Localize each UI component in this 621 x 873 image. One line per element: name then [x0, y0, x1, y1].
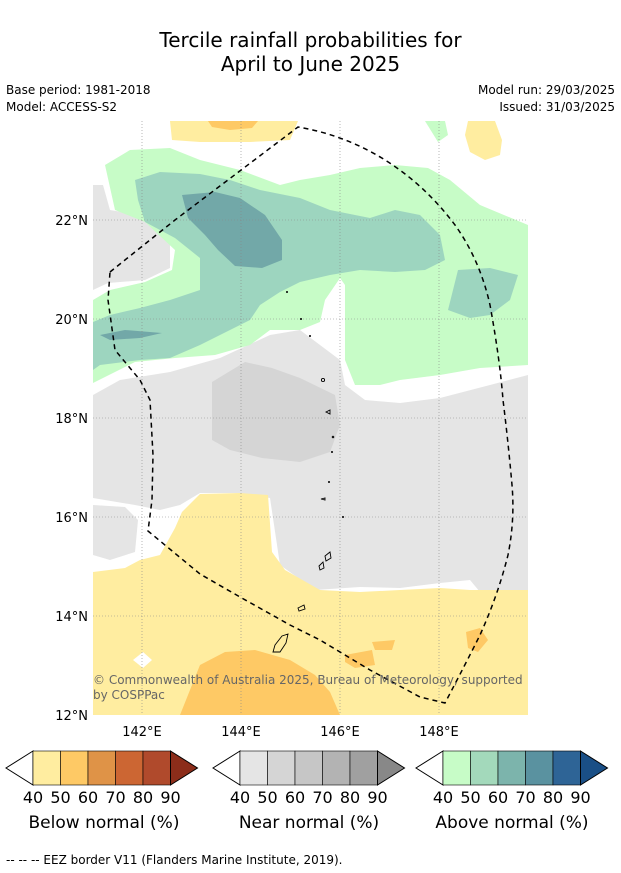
- colorbar-near-tick: 60: [285, 788, 305, 807]
- colorbar-above-tick: 70: [515, 788, 535, 807]
- colorbar-below-segment: [142, 750, 171, 786]
- colorbar-above-segment: [442, 750, 471, 786]
- above-normal-60: [182, 192, 282, 268]
- colorbar-below-segment: [32, 750, 61, 786]
- below-normal-50-east: [345, 650, 375, 668]
- near-normal-left-bar: [93, 505, 138, 560]
- near-normal-region: [93, 330, 528, 592]
- lat-label: 18°N: [55, 412, 88, 427]
- lat-label: 12°N: [55, 709, 88, 724]
- lon-labels: 142°E 144°E 146°E 148°E: [122, 725, 459, 740]
- colorbar-near-tick: 50: [257, 788, 277, 807]
- above-normal-50: [93, 172, 445, 370]
- colorbar-below-tick: 60: [78, 788, 98, 807]
- lat-labels: 22°N 20°N 18°N 16°N 14°N 12°N: [55, 214, 88, 724]
- colorbar-above-tick: 90: [570, 788, 590, 807]
- colorbar-near-tick: 80: [340, 788, 360, 807]
- colorbars: 40 50 60 70 80 90 40 50 60 70 80 90 40 50 60 70 80 90: [5, 750, 609, 807]
- colorbar-near-tick: 90: [367, 788, 387, 807]
- colorbar-below-tick: 80: [133, 788, 153, 807]
- lat-label: 14°N: [55, 610, 88, 625]
- colorbar-near-segment: [294, 750, 323, 786]
- colorbar-below-segment: [87, 750, 116, 786]
- colorbar-below-segment: [60, 750, 89, 786]
- colorbar-above-segment: [552, 750, 581, 786]
- colorbar-near-min-arrow: [212, 750, 241, 786]
- lon-label: 146°E: [320, 725, 360, 740]
- colorbar-below-tick: 50: [50, 788, 70, 807]
- colorbar-above-min-arrow: [415, 750, 444, 786]
- model-name: Model: ACCESS-S2: [6, 100, 118, 114]
- lon-label: 144°E: [221, 725, 261, 740]
- colorbar-near-segment: [322, 750, 351, 786]
- colorbar-below-tick: 90: [160, 788, 180, 807]
- below-normal-50-east2: [372, 640, 395, 650]
- colorbar-title-above: Above normal (%): [435, 813, 589, 833]
- colorbar-near-max-arrow: [377, 750, 406, 786]
- model-run: Model run: 29/03/2025: [477, 83, 615, 97]
- colorbar-above-max-arrow: [580, 750, 609, 786]
- colorbar-title-below: Below normal (%): [28, 813, 180, 833]
- graticule: [93, 121, 528, 715]
- near-normal-upper-left: [93, 185, 170, 290]
- issued-date: Issued: 31/03/2025: [499, 100, 615, 114]
- colorbar-below-min-arrow: [5, 750, 34, 786]
- lon-label: 142°E: [122, 725, 162, 740]
- lat-label: 20°N: [55, 313, 88, 328]
- colorbar-near-segment: [239, 750, 268, 786]
- colorbar-near-segment: [349, 750, 378, 786]
- copyright: © Commonwealth of Australia 2025, Bureau…: [93, 673, 523, 702]
- colorbar-above-tick: 60: [488, 788, 508, 807]
- colorbar-below-tick: 40: [23, 788, 43, 807]
- copyright-line-1: © Commonwealth of Australia 2025, Bureau…: [93, 673, 523, 687]
- below-normal-50-south: [180, 650, 340, 715]
- above-normal-topright: [425, 121, 448, 142]
- lat-label: 16°N: [55, 511, 88, 526]
- colorbar-title-near: Near normal (%): [238, 813, 380, 833]
- colorbar-near-segment: [267, 750, 296, 786]
- colorbar-below-max-arrow: [170, 750, 199, 786]
- colorbar-below-tick: 70: [105, 788, 125, 807]
- footnote: -- -- -- EEZ border V11 (Flanders Marine…: [6, 853, 343, 867]
- colorbar-near-tick: 40: [230, 788, 250, 807]
- above-normal-50-east: [448, 268, 518, 318]
- below-normal-50-top: [208, 121, 258, 130]
- chart-title: Tercile rainfall probabilities for April…: [0, 28, 621, 76]
- colorbar-above-tick: 80: [543, 788, 563, 807]
- colorbar-above-segment: [470, 750, 499, 786]
- colorbar-above-tick: 40: [433, 788, 453, 807]
- meta-left: Base period: 1981-2018 Model: ACCESS-S2: [6, 82, 151, 116]
- colorbar-above-tick: 50: [460, 788, 480, 807]
- colorbar-above-segment: [525, 750, 554, 786]
- white-hole: [133, 652, 152, 668]
- above-normal-60-west: [100, 330, 162, 340]
- colorbar-near-tick: 70: [312, 788, 332, 807]
- near-normal-50: [212, 362, 340, 462]
- copyright-line-2: by COSPPac: [93, 688, 165, 702]
- colorbar-below-segment: [115, 750, 144, 786]
- lat-label: 22°N: [55, 214, 88, 229]
- meta-right: Model run: 29/03/2025 Issued: 31/03/2025: [478, 82, 615, 116]
- lon-label: 148°E: [419, 725, 459, 740]
- title-line-1: Tercile rainfall probabilities for: [159, 28, 462, 52]
- colorbar-above-segment: [497, 750, 526, 786]
- title-line-2: April to June 2025: [220, 52, 401, 76]
- base-period: Base period: 1981-2018: [6, 83, 151, 97]
- below-normal-top-right: [465, 121, 502, 160]
- eez-border: [107, 126, 514, 704]
- islands: [272, 290, 345, 653]
- below-normal-top: [170, 121, 298, 142]
- below-normal-region: [93, 493, 528, 715]
